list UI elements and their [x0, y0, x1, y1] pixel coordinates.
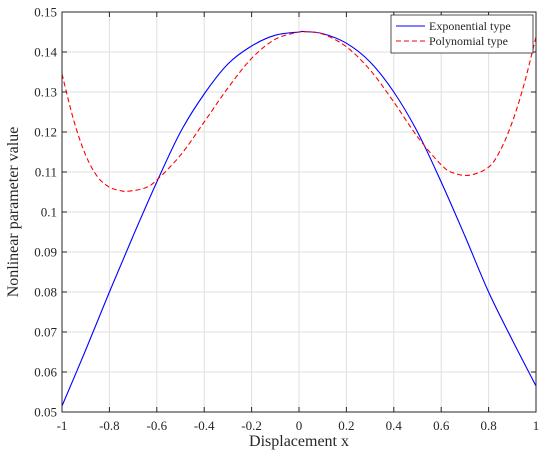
series-lines: [61, 30, 537, 407]
x-tick-labels: -1 -0.8 -0.6 -0.4 -0.2 0 0.2 0.4 0.6 0.8 1: [57, 418, 540, 433]
y-tick-label: 0.1: [41, 205, 57, 220]
y-tick-label: 0.09: [34, 245, 57, 260]
x-tick-label: -0.2: [241, 418, 262, 433]
y-tick-label: 0.05: [34, 405, 57, 420]
y-tick-label: 0.06: [34, 365, 57, 380]
y-axis-label: Nonlinear parameter value: [5, 127, 22, 298]
x-axis-label: Displacement x: [249, 433, 349, 450]
x-tick-label: 0: [296, 418, 303, 433]
legend-box: [390, 14, 534, 54]
x-tick-label: -0.4: [194, 418, 215, 433]
x-tick-label: -1: [57, 418, 68, 433]
y-tick-labels: 0.05 0.06 0.07 0.08 0.09 0.1 0.11 0.12 0.13 0.14 0…: [34, 5, 57, 420]
x-tick-label: 1: [533, 418, 540, 433]
y-tick-label: 0.14: [34, 45, 57, 60]
x-tick-label: 0.2: [338, 418, 354, 433]
grid: [61, 11, 537, 413]
x-tick-label: 0.6: [433, 418, 450, 433]
y-tick-label: 0.08: [34, 285, 57, 300]
x-tick-label: 0.4: [386, 418, 403, 433]
legend-label: Polynomial type: [429, 34, 508, 48]
y-tick-label: 0.13: [34, 85, 57, 100]
x-tick-label: -0.6: [147, 418, 168, 433]
x-tick-label: 0.8: [480, 418, 496, 433]
series-line-polynomial: [61, 30, 537, 193]
legend-label: Exponential type: [429, 19, 511, 33]
y-tick-label: 0.07: [34, 325, 57, 340]
y-tick-label: 0.12: [34, 125, 57, 140]
x-tick-label: -0.8: [99, 418, 120, 433]
series-line-exponential: [61, 30, 537, 407]
y-tick-label: 0.15: [34, 5, 57, 20]
y-tick-label: 0.11: [35, 165, 57, 180]
